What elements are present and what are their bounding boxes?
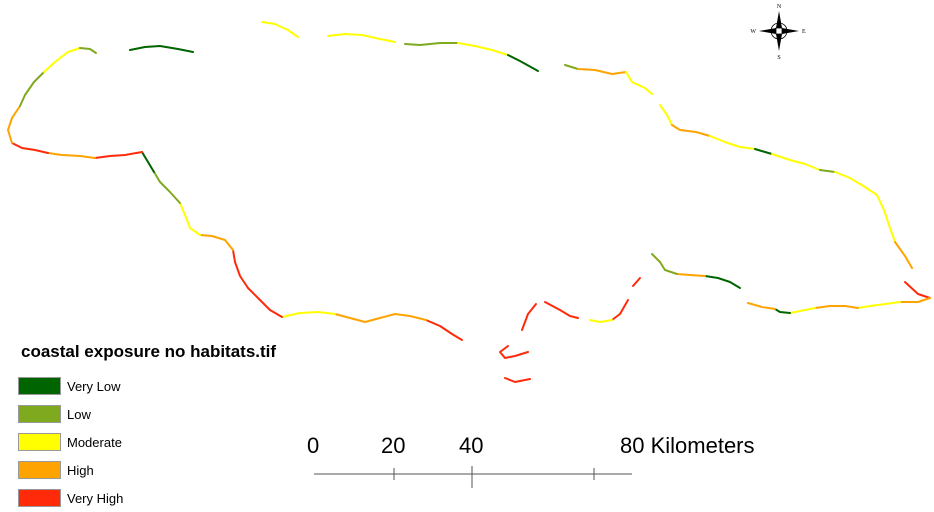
- legend-item-moderate: Moderate: [18, 428, 276, 456]
- coastline-segment: [612, 300, 628, 320]
- coastline-segment: [505, 378, 530, 382]
- legend-title: coastal exposure no habitats.tif: [21, 342, 276, 362]
- coastline-segment: [705, 276, 740, 288]
- coastline-segment: [895, 242, 912, 268]
- coastline-segment: [80, 48, 96, 53]
- legend-swatch: [18, 433, 61, 451]
- coastline-segment: [248, 288, 282, 317]
- coastline-segment: [508, 55, 538, 71]
- coastline-segment: [748, 303, 775, 309]
- coastline-segment: [180, 203, 200, 235]
- coastline-segment: [48, 153, 95, 158]
- coastline-segment: [154, 172, 180, 203]
- coastline-segment: [44, 48, 80, 72]
- compass-rose-icon: [759, 11, 799, 51]
- coastline-segment: [790, 308, 815, 313]
- coastline-segment: [820, 170, 835, 172]
- coastline-segment: [233, 250, 248, 288]
- coastline-segment: [877, 195, 895, 242]
- coastline-segment: [626, 72, 652, 94]
- south-letter: S: [777, 55, 780, 61]
- coastline-segment: [200, 235, 233, 250]
- coastline-segment: [262, 22, 298, 37]
- scale-label-40: 40: [459, 433, 483, 459]
- coastline-segment: [95, 152, 142, 158]
- coastline-segment: [20, 72, 44, 106]
- coastline-segment: [380, 314, 426, 320]
- scale-label-0: 0: [307, 433, 319, 459]
- coastline-segment: [8, 106, 20, 143]
- coastline-segment: [672, 125, 710, 136]
- north-arrow: N S E W: [750, 4, 806, 61]
- coastline-segment: [335, 314, 380, 322]
- coastline-segment: [660, 105, 672, 125]
- legend-item-low: Low: [18, 400, 276, 428]
- coastline-segment: [772, 154, 820, 170]
- legend-swatch: [18, 405, 61, 423]
- legend-label: Low: [67, 407, 91, 422]
- legend-label: Moderate: [67, 435, 122, 450]
- coastline-segment: [835, 172, 877, 195]
- coastline-segment: [677, 274, 705, 276]
- legend-item-high: High: [18, 456, 276, 484]
- coastline-segment: [282, 312, 335, 317]
- legend-swatch: [18, 461, 61, 479]
- legend-label: High: [67, 463, 94, 478]
- legend: coastal exposure no habitats.tif Very Lo…: [18, 342, 276, 512]
- north-letter: N: [777, 4, 782, 10]
- coastline-segment: [328, 34, 395, 42]
- coastline-segment: [522, 304, 536, 330]
- west-letter: W: [750, 29, 756, 35]
- east-letter: E: [802, 29, 806, 35]
- scale-label-80-kilometers: 80 Kilometers: [620, 433, 755, 459]
- coastline-segment: [545, 302, 578, 318]
- coastline-segment: [858, 302, 900, 308]
- legend-swatch: [18, 489, 61, 507]
- coastline-segment: [142, 152, 154, 172]
- coastline-segment: [755, 149, 772, 154]
- coastline-segment: [815, 306, 858, 308]
- coastline-segment: [905, 282, 930, 298]
- legend-label: Very Low: [67, 379, 120, 394]
- legend-swatch: [18, 377, 61, 395]
- coastline-segment: [565, 65, 578, 69]
- coastline-segment: [775, 309, 790, 313]
- coastline-segment: [710, 136, 755, 149]
- coastline-segment: [500, 346, 528, 358]
- coastline-segment: [578, 69, 626, 74]
- coastline-segment: [426, 320, 462, 340]
- coastline-segment: [590, 320, 612, 322]
- coastline-segments: [8, 22, 930, 382]
- coastline-segment: [130, 46, 193, 52]
- coastline-segment: [405, 43, 458, 45]
- scale-bar: [314, 466, 632, 488]
- coastline-segment: [652, 254, 677, 274]
- coastline-segment: [12, 143, 48, 153]
- coastline-segment: [458, 43, 508, 55]
- coastline-segment: [633, 278, 640, 286]
- legend-label: Very High: [67, 491, 123, 506]
- coastline-segment: [900, 298, 930, 302]
- legend-item-very-low: Very Low: [18, 372, 276, 400]
- scale-label-20: 20: [381, 433, 405, 459]
